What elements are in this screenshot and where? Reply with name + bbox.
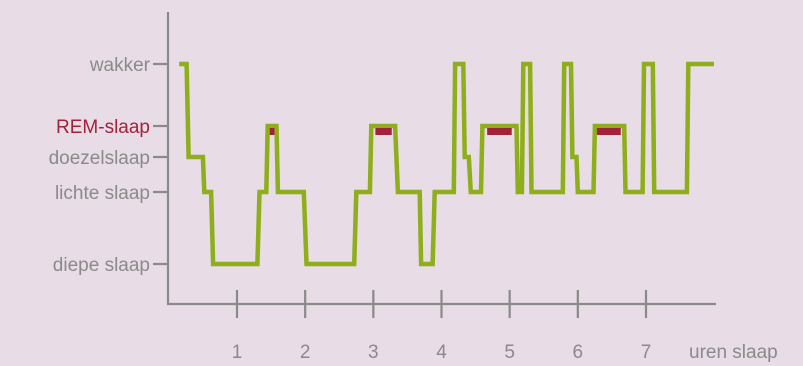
rem-segment-4	[596, 128, 621, 135]
x-tick-label-7: 7	[641, 342, 652, 363]
x-tick-label-2: 2	[300, 342, 311, 363]
rem-segment-1	[269, 128, 275, 135]
x-tick-label-4: 4	[436, 342, 447, 363]
rem-segment-2	[375, 128, 392, 135]
y-axis-labels: wakker REM-slaap doezelslaap lichte slaap di…	[49, 55, 151, 276]
y-label-rem: REM-slaap	[56, 117, 150, 138]
x-tick-label-3: 3	[368, 342, 379, 363]
x-tick-label-6: 6	[573, 342, 584, 363]
x-tick-label-1: 1	[232, 342, 243, 363]
x-axis-ticks	[235, 290, 648, 318]
x-axis-tick-labels: 1 2 3 4 5 6 7	[232, 342, 652, 363]
y-axis-ticks	[153, 62, 168, 266]
rem-segment-3	[487, 128, 512, 135]
rem-segments	[269, 128, 621, 135]
sleep-stage-line	[179, 61, 714, 267]
y-label-diep: diepe slaap	[53, 255, 150, 276]
x-tick-label-5: 5	[504, 342, 515, 363]
y-label-wakker: wakker	[89, 55, 151, 76]
x-axis-title: uren slaap	[689, 342, 778, 363]
y-label-doezel: doezelslaap	[49, 148, 150, 169]
y-label-licht: lichte slaap	[55, 183, 150, 204]
